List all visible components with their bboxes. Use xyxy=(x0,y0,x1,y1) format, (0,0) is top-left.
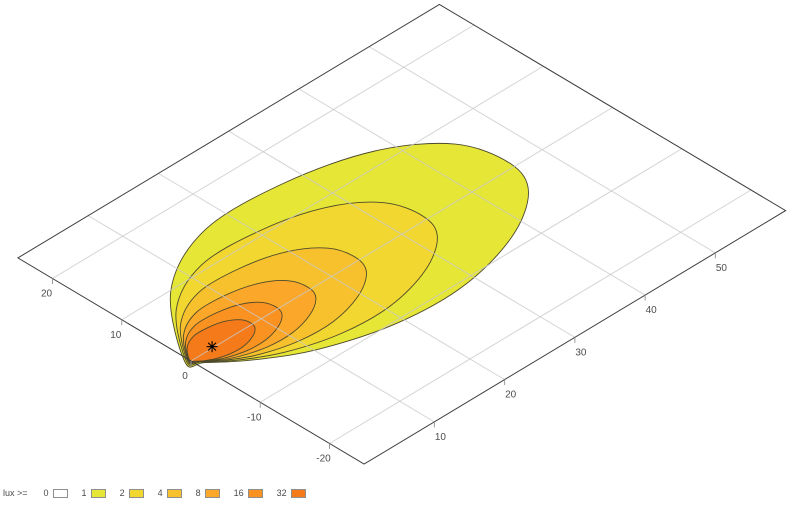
y-axis-tick-label--20: -20 xyxy=(316,454,331,465)
legend-item-lux-1: 1 xyxy=(82,487,106,499)
legend-item-swatch xyxy=(90,488,106,498)
grid-line-x-20 xyxy=(158,172,505,381)
legend-item-label: 8 xyxy=(195,488,201,498)
axis-ticks-and-labels: 20 10 0 -10 -20 10 20 30 40 50 xyxy=(41,252,728,465)
legend-item-lux-8: 8 xyxy=(196,487,220,499)
asterisk-ray xyxy=(207,346,213,351)
legend-item-lux-16: 16 xyxy=(234,487,263,499)
asterisk-ray xyxy=(207,342,213,348)
source-marker-asterisk xyxy=(206,341,218,353)
legend-item-label: 32 xyxy=(276,488,287,498)
y-axis-tick-label--10: -10 xyxy=(247,412,262,423)
grid-line-x-40 xyxy=(298,88,646,296)
legend-title: lux >= xyxy=(3,488,28,498)
plot-plane-border xyxy=(16,3,787,465)
x-axis-tick-label-50: 50 xyxy=(716,263,728,274)
contour-ring-lux-32 xyxy=(186,319,256,363)
legend-item-lux-2: 2 xyxy=(120,487,144,499)
x-axis-tick-label-10: 10 xyxy=(435,432,447,443)
legend-item-swatch xyxy=(290,488,306,498)
asterisk-ray xyxy=(211,346,217,351)
legend-item-label: 4 xyxy=(157,488,163,498)
legend-item-lux-0: 0 xyxy=(44,487,68,499)
y-axis-tick-label-10: 10 xyxy=(110,330,122,341)
grid-line-x-10 xyxy=(87,215,435,423)
legend-item-swatch xyxy=(247,488,263,498)
x-axis-tick-label-20: 20 xyxy=(505,390,517,401)
legend-item-label: 1 xyxy=(81,488,87,498)
lux-legend: lux >= 0 1 2 4 8 16 32 xyxy=(3,487,306,499)
legend-items: 0 1 2 4 8 16 32 xyxy=(44,487,306,499)
legend-item-swatch xyxy=(52,488,68,498)
legend-item-swatch xyxy=(204,488,220,498)
legend-item-label: 2 xyxy=(119,488,125,498)
contour-fills xyxy=(169,142,529,368)
legend-item-swatch xyxy=(128,488,144,498)
x-axis-tick-label-40: 40 xyxy=(646,305,658,316)
x-axis-tick-label-30: 30 xyxy=(575,347,587,358)
asterisk-ray xyxy=(211,342,217,348)
legend-item-swatch xyxy=(166,488,182,498)
legend-item-lux-4: 4 xyxy=(158,487,182,499)
legend-item-label: 0 xyxy=(43,488,49,498)
grid-line-x-50 xyxy=(368,46,716,254)
legend-item-label: 16 xyxy=(233,488,244,498)
y-axis-tick-label-20: 20 xyxy=(41,289,53,300)
ground-grid xyxy=(52,24,752,444)
grid-line-x-30 xyxy=(228,130,576,338)
y-axis-tick-label-0: 0 xyxy=(182,371,188,382)
legend-item-lux-32: 32 xyxy=(277,487,306,499)
